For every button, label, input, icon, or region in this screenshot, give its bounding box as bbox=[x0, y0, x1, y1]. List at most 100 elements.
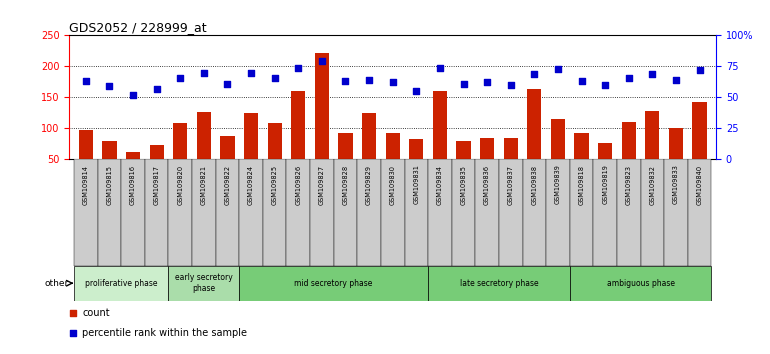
Text: GSM109830: GSM109830 bbox=[390, 165, 396, 205]
FancyBboxPatch shape bbox=[428, 159, 452, 266]
Point bbox=[269, 75, 281, 80]
Point bbox=[670, 77, 682, 83]
Text: GSM109827: GSM109827 bbox=[319, 165, 325, 205]
FancyBboxPatch shape bbox=[570, 266, 711, 301]
FancyBboxPatch shape bbox=[546, 159, 570, 266]
Text: GSM109835: GSM109835 bbox=[460, 165, 467, 205]
Bar bbox=[433, 91, 447, 159]
Point bbox=[481, 80, 494, 85]
FancyBboxPatch shape bbox=[263, 159, 286, 266]
FancyBboxPatch shape bbox=[475, 159, 499, 266]
Bar bbox=[621, 122, 636, 159]
FancyBboxPatch shape bbox=[641, 159, 665, 266]
Bar bbox=[598, 143, 612, 159]
FancyBboxPatch shape bbox=[404, 159, 428, 266]
Bar bbox=[338, 133, 353, 159]
FancyBboxPatch shape bbox=[333, 159, 357, 266]
Point bbox=[127, 92, 139, 98]
FancyBboxPatch shape bbox=[523, 159, 546, 266]
FancyBboxPatch shape bbox=[121, 159, 145, 266]
Bar bbox=[220, 136, 235, 159]
Text: GSM109831: GSM109831 bbox=[413, 165, 420, 205]
Point bbox=[340, 79, 352, 84]
Bar bbox=[197, 112, 211, 159]
Text: mid secretory phase: mid secretory phase bbox=[294, 279, 373, 288]
Text: count: count bbox=[82, 308, 110, 318]
Text: GSM109814: GSM109814 bbox=[83, 165, 89, 205]
Text: GSM109818: GSM109818 bbox=[578, 165, 584, 205]
Bar bbox=[268, 123, 282, 159]
Text: GSM109823: GSM109823 bbox=[626, 165, 631, 205]
Text: GSM109819: GSM109819 bbox=[602, 165, 608, 205]
Bar bbox=[692, 102, 707, 159]
FancyBboxPatch shape bbox=[594, 159, 617, 266]
Text: GDS2052 / 228999_at: GDS2052 / 228999_at bbox=[69, 21, 207, 34]
Text: GSM109840: GSM109840 bbox=[697, 165, 702, 205]
Point bbox=[623, 75, 635, 80]
Point bbox=[552, 66, 564, 72]
FancyBboxPatch shape bbox=[570, 159, 594, 266]
Text: GSM109816: GSM109816 bbox=[130, 165, 136, 205]
Point bbox=[457, 81, 470, 87]
Bar bbox=[149, 145, 164, 159]
Point bbox=[174, 75, 186, 80]
Bar bbox=[315, 53, 329, 159]
Bar bbox=[291, 91, 306, 159]
FancyBboxPatch shape bbox=[239, 159, 263, 266]
Point bbox=[79, 79, 92, 84]
Text: GSM109822: GSM109822 bbox=[225, 165, 230, 205]
Text: percentile rank within the sample: percentile rank within the sample bbox=[82, 328, 247, 338]
FancyBboxPatch shape bbox=[98, 159, 121, 266]
Text: GSM109839: GSM109839 bbox=[555, 165, 561, 205]
Point bbox=[221, 81, 233, 87]
Point bbox=[254, 255, 266, 261]
Bar bbox=[173, 123, 187, 159]
Text: GSM109828: GSM109828 bbox=[343, 165, 349, 205]
Bar bbox=[527, 89, 541, 159]
Text: GSM109824: GSM109824 bbox=[248, 165, 254, 205]
Bar bbox=[79, 130, 93, 159]
Text: GSM109838: GSM109838 bbox=[531, 165, 537, 205]
FancyBboxPatch shape bbox=[286, 159, 310, 266]
Bar bbox=[126, 153, 140, 159]
Bar bbox=[386, 133, 400, 159]
Text: proliferative phase: proliferative phase bbox=[85, 279, 158, 288]
Text: GSM109821: GSM109821 bbox=[201, 165, 207, 205]
Point bbox=[254, 78, 266, 84]
Text: GSM109825: GSM109825 bbox=[272, 165, 278, 205]
Text: GSM109836: GSM109836 bbox=[484, 165, 490, 205]
Text: late secretory phase: late secretory phase bbox=[460, 279, 538, 288]
Bar bbox=[504, 138, 517, 159]
Point bbox=[316, 58, 328, 64]
Text: ambiguous phase: ambiguous phase bbox=[607, 279, 675, 288]
Point bbox=[599, 82, 611, 88]
Text: GSM109833: GSM109833 bbox=[673, 165, 679, 205]
FancyBboxPatch shape bbox=[145, 159, 169, 266]
FancyBboxPatch shape bbox=[192, 159, 216, 266]
Text: GSM109837: GSM109837 bbox=[507, 165, 514, 205]
FancyBboxPatch shape bbox=[428, 266, 570, 301]
FancyBboxPatch shape bbox=[499, 159, 523, 266]
Bar bbox=[102, 141, 116, 159]
Bar bbox=[244, 113, 258, 159]
Bar bbox=[551, 119, 565, 159]
Text: GSM109815: GSM109815 bbox=[106, 165, 112, 205]
Text: GSM109817: GSM109817 bbox=[154, 165, 159, 205]
Point bbox=[410, 88, 423, 94]
FancyBboxPatch shape bbox=[617, 159, 641, 266]
Point bbox=[387, 80, 399, 85]
Text: GSM109826: GSM109826 bbox=[295, 165, 301, 205]
Text: GSM109820: GSM109820 bbox=[177, 165, 183, 205]
Point bbox=[646, 71, 658, 76]
FancyBboxPatch shape bbox=[688, 159, 711, 266]
Point bbox=[150, 86, 162, 91]
Bar bbox=[362, 113, 377, 159]
Point bbox=[575, 79, 588, 84]
FancyBboxPatch shape bbox=[239, 266, 428, 301]
Point bbox=[363, 77, 375, 83]
Bar bbox=[669, 128, 683, 159]
Text: early secretory
phase: early secretory phase bbox=[175, 274, 233, 293]
FancyBboxPatch shape bbox=[665, 159, 688, 266]
Point bbox=[434, 65, 446, 70]
FancyBboxPatch shape bbox=[357, 159, 381, 266]
